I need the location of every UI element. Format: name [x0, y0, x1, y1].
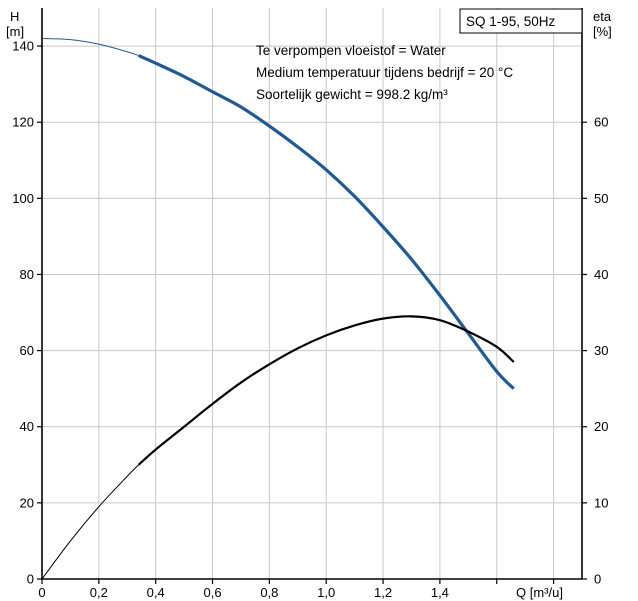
- tick-labels: 0 0,2 0,4 0,6 0,8 1,0 1,2 1,4020406080100120140…: [12, 39, 608, 600]
- y2-tick-label: 50: [594, 191, 608, 206]
- head-curve-operating-range: [137, 54, 515, 390]
- y2-tick-label: 40: [594, 267, 608, 282]
- y-axis-title-line1: H: [10, 9, 19, 24]
- y-axis-title-left: H [m]: [6, 9, 24, 39]
- y-tick-label: 20: [20, 495, 34, 510]
- x-tick-label: 1,4: [431, 585, 449, 600]
- y-tick-label: 40: [20, 419, 34, 434]
- note-density: Soortelijk gewicht = 998.2 kg/m³: [256, 87, 448, 102]
- head-curve-extended: [41, 37, 139, 57]
- y2-tick-label: 0: [594, 572, 601, 587]
- annotation-notes: Te verpompen vloeistof = Water Medium te…: [256, 43, 513, 102]
- y-tick-label: 80: [20, 267, 34, 282]
- data-series: [41, 37, 515, 580]
- x-tick-label: 0,8: [260, 585, 278, 600]
- efficiency-curve-operating-range: [137, 315, 515, 466]
- y-tick-label: 120: [12, 115, 34, 130]
- chart-title-box: SQ 1-95, 50Hz: [459, 8, 583, 34]
- y-tick-label: 0: [27, 572, 34, 587]
- x-axis-title: Q [m³/u]: [516, 585, 563, 600]
- x-tick-label: 0,6: [203, 585, 221, 600]
- y2-tick-label: 10: [594, 495, 608, 510]
- efficiency-curve-extended: [41, 464, 139, 580]
- chart-title: SQ 1-95, 50Hz: [466, 14, 556, 29]
- grid-lines: [42, 8, 582, 579]
- x-tick-label: 0,2: [90, 585, 108, 600]
- x-tick-label: 1,2: [374, 585, 392, 600]
- title-box-frame: [459, 8, 583, 34]
- y2-tick-label: 20: [594, 419, 608, 434]
- x-tick-label: 0: [38, 585, 45, 600]
- y2-tick-label: 30: [594, 343, 608, 358]
- y-tick-label: 100: [12, 191, 34, 206]
- y2-axis-title-line2: [%]: [593, 24, 612, 39]
- y2-tick-label: 60: [594, 115, 608, 130]
- y-axis-title-line2: [m]: [6, 24, 24, 39]
- x-tick-label: 1,0: [317, 585, 335, 600]
- note-fluid: Te verpompen vloeistof = Water: [256, 43, 446, 58]
- y-tick-label: 60: [20, 343, 34, 358]
- note-temperature: Medium temperatuur tijdens bedrijf = 20 …: [256, 65, 513, 80]
- y-axis-title-right: eta [%]: [593, 9, 612, 39]
- x-tick-label: 0,4: [147, 585, 165, 600]
- y-tick-label: 140: [12, 39, 34, 54]
- y2-axis-title-line1: eta: [593, 9, 612, 24]
- axes: [37, 8, 587, 584]
